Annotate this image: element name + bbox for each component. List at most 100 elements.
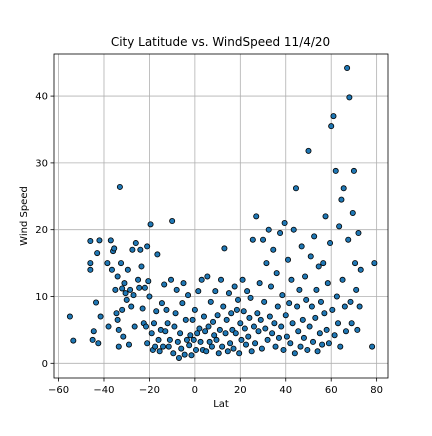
data-point — [338, 196, 345, 203]
data-point — [315, 263, 322, 270]
data-point — [328, 123, 335, 130]
data-point — [162, 328, 169, 335]
y-axis-label: Wind Speed — [19, 186, 30, 246]
data-point — [177, 330, 184, 337]
data-point — [198, 276, 205, 283]
data-point — [246, 314, 253, 321]
data-point — [171, 323, 178, 330]
data-point — [190, 336, 197, 343]
data-point — [339, 276, 346, 283]
data-point — [233, 306, 240, 313]
data-point — [202, 328, 209, 335]
data-point — [294, 303, 301, 310]
data-point — [87, 260, 94, 267]
data-point — [204, 273, 211, 280]
data-point — [355, 230, 362, 237]
data-point — [265, 226, 272, 233]
data-point — [87, 266, 94, 273]
data-point — [273, 270, 280, 277]
data-point — [186, 342, 193, 349]
data-point — [131, 323, 138, 330]
data-point — [150, 320, 157, 327]
y-tick-label: 40 — [35, 92, 48, 103]
data-point — [323, 326, 330, 333]
data-point — [123, 296, 130, 303]
data-point — [93, 299, 100, 306]
data-point — [240, 308, 247, 315]
data-point — [153, 308, 160, 315]
data-point — [272, 343, 279, 350]
data-point — [306, 323, 313, 330]
data-point — [354, 326, 361, 333]
data-point — [224, 348, 231, 355]
data-point — [144, 340, 151, 347]
data-point — [356, 303, 363, 310]
data-point — [330, 113, 337, 120]
data-point — [242, 341, 249, 348]
data-point — [327, 240, 334, 247]
data-point — [111, 245, 118, 252]
data-point — [225, 290, 232, 297]
x-tick-label: −60 — [48, 385, 69, 396]
data-point — [114, 273, 121, 280]
data-point — [227, 340, 234, 347]
data-point — [185, 292, 192, 299]
data-point — [267, 283, 274, 290]
data-point — [163, 306, 170, 313]
data-point — [241, 325, 248, 332]
data-point — [187, 332, 194, 339]
data-point — [183, 336, 190, 343]
data-point — [178, 345, 185, 352]
data-point — [244, 288, 251, 295]
data-point — [303, 296, 310, 303]
x-tick-label: −40 — [93, 385, 114, 396]
data-point — [94, 250, 101, 257]
data-point — [286, 300, 293, 307]
x-tick-label: 60 — [325, 385, 338, 396]
data-point — [137, 246, 144, 253]
data-point — [122, 290, 129, 297]
data-point — [291, 350, 298, 357]
y-tick-label: 20 — [35, 225, 48, 236]
data-point — [214, 312, 221, 319]
data-point — [263, 260, 270, 267]
data-point — [312, 314, 319, 321]
data-point — [115, 326, 122, 333]
data-point — [331, 332, 338, 339]
data-point — [203, 348, 210, 355]
data-point — [245, 333, 252, 340]
data-point — [144, 243, 151, 250]
data-point — [212, 288, 219, 295]
data-point — [349, 209, 356, 216]
grid-lines — [54, 54, 388, 378]
data-point — [281, 220, 288, 227]
data-point — [324, 280, 331, 287]
data-point — [340, 185, 347, 192]
data-point — [197, 338, 204, 345]
data-point — [129, 246, 136, 253]
data-point — [223, 316, 230, 323]
data-point — [228, 310, 235, 317]
data-point — [161, 281, 168, 288]
data-point — [194, 330, 201, 337]
data-point — [310, 338, 317, 345]
x-tick-label: −20 — [139, 385, 160, 396]
data-point — [125, 341, 132, 348]
data-point — [181, 351, 188, 358]
x-tick-label: 80 — [370, 385, 383, 396]
data-point — [113, 310, 120, 317]
data-point — [335, 320, 342, 327]
data-point — [174, 338, 181, 345]
data-point — [262, 325, 269, 332]
data-point — [118, 260, 125, 267]
data-point — [261, 298, 268, 305]
data-point — [217, 276, 224, 283]
data-point — [345, 236, 352, 243]
data-point — [216, 326, 223, 333]
data-point — [319, 341, 326, 348]
x-axis-label: Lat — [213, 399, 229, 410]
data-point — [253, 213, 260, 220]
data-point — [321, 310, 328, 317]
data-point — [238, 336, 245, 343]
data-point — [274, 303, 281, 310]
